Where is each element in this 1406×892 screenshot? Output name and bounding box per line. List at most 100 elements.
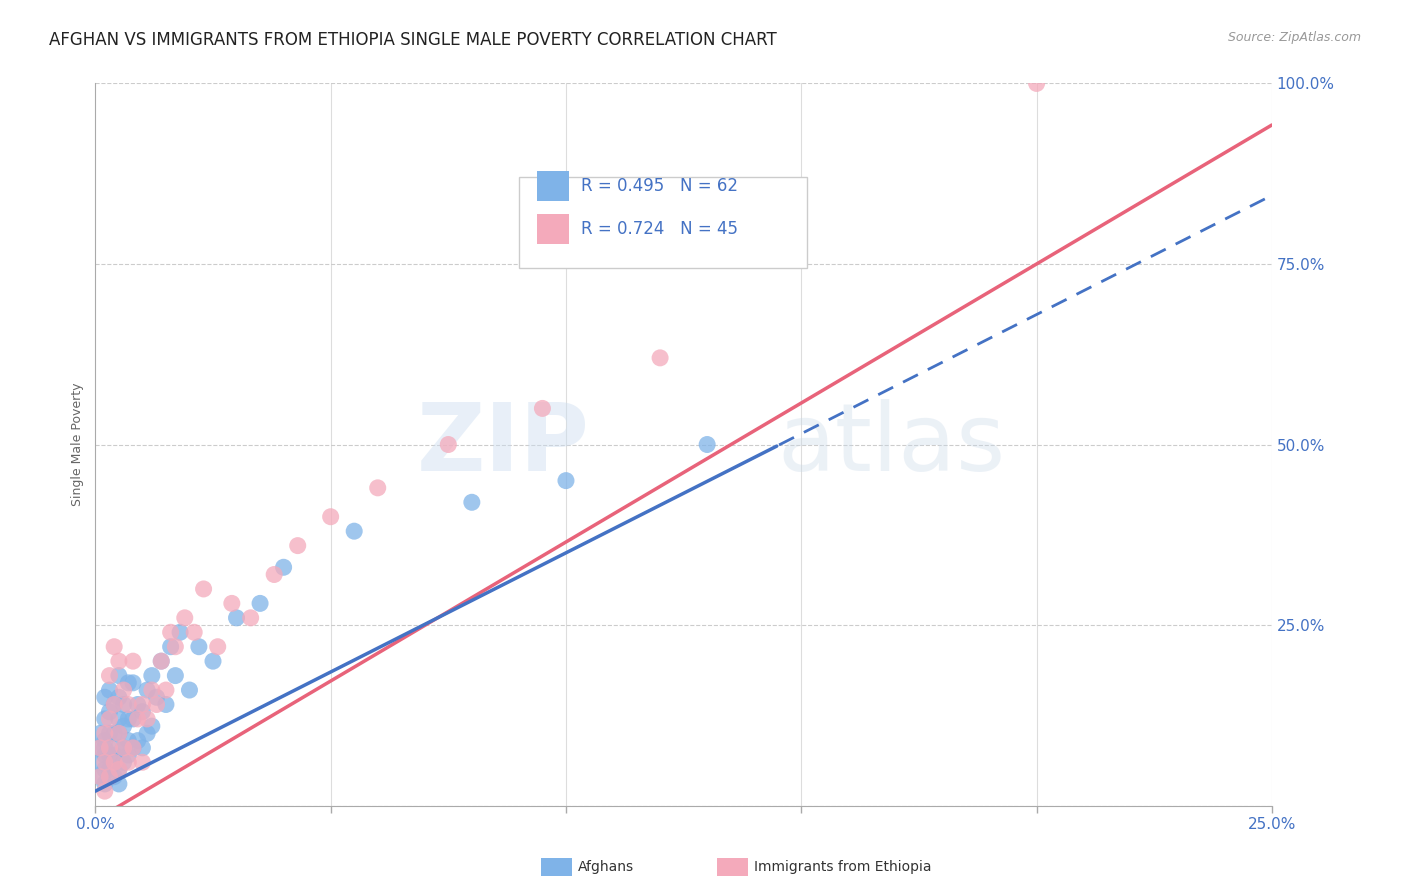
Point xyxy=(249,596,271,610)
Point xyxy=(263,567,285,582)
Point xyxy=(122,654,145,668)
Point xyxy=(131,698,153,712)
Point xyxy=(239,611,262,625)
Point xyxy=(108,726,131,740)
Point xyxy=(108,654,131,668)
Point xyxy=(103,640,125,654)
Point xyxy=(187,640,209,654)
Point xyxy=(108,690,131,705)
Point xyxy=(127,712,149,726)
Point xyxy=(150,654,173,668)
Point xyxy=(108,763,131,777)
Y-axis label: Single Male Poverty: Single Male Poverty xyxy=(72,383,84,507)
Point xyxy=(108,726,131,740)
Point xyxy=(193,582,215,596)
Point xyxy=(112,740,135,755)
Point xyxy=(131,756,153,770)
Point xyxy=(648,351,671,365)
Point xyxy=(343,524,366,538)
Point xyxy=(98,726,121,740)
Point xyxy=(112,756,135,770)
Point xyxy=(131,740,153,755)
Point xyxy=(89,770,111,784)
Point xyxy=(108,763,131,777)
Point xyxy=(155,698,177,712)
Point xyxy=(108,668,131,682)
Point xyxy=(127,698,149,712)
Point xyxy=(165,640,187,654)
Point xyxy=(112,719,135,733)
Text: Immigrants from Ethiopia: Immigrants from Ethiopia xyxy=(754,860,931,874)
Point xyxy=(141,719,163,733)
Point xyxy=(94,726,117,740)
Point xyxy=(319,509,342,524)
Point xyxy=(159,625,181,640)
Point xyxy=(127,733,149,747)
Point xyxy=(94,733,117,747)
Point xyxy=(136,712,159,726)
Point xyxy=(165,668,187,682)
Point xyxy=(108,740,131,755)
Text: Source: ZipAtlas.com: Source: ZipAtlas.com xyxy=(1227,31,1361,45)
Point xyxy=(437,437,460,451)
Point xyxy=(94,740,117,755)
Point xyxy=(98,668,121,682)
Point xyxy=(696,437,718,451)
Point xyxy=(112,740,135,755)
Point xyxy=(122,712,145,726)
Point xyxy=(94,712,117,726)
Point xyxy=(98,705,121,719)
Point xyxy=(117,756,139,770)
Point xyxy=(225,611,247,625)
Point xyxy=(112,698,135,712)
Text: R = 0.724   N = 45: R = 0.724 N = 45 xyxy=(581,220,738,238)
Point xyxy=(98,770,121,784)
FancyBboxPatch shape xyxy=(519,178,807,268)
Point xyxy=(89,756,111,770)
Point xyxy=(531,401,554,416)
Point xyxy=(145,690,167,705)
Point xyxy=(131,705,153,719)
Point xyxy=(89,740,111,755)
Point xyxy=(94,763,117,777)
Point xyxy=(145,698,167,712)
Point xyxy=(155,683,177,698)
Point xyxy=(136,683,159,698)
Point xyxy=(103,726,125,740)
Point xyxy=(103,747,125,762)
Point xyxy=(117,747,139,762)
Point xyxy=(108,712,131,726)
Text: ZIP: ZIP xyxy=(416,399,589,491)
Point xyxy=(287,539,309,553)
Point xyxy=(98,683,121,698)
Point xyxy=(141,683,163,698)
Point xyxy=(89,770,111,784)
Point xyxy=(141,668,163,682)
Text: R = 0.495   N = 62: R = 0.495 N = 62 xyxy=(581,177,738,195)
Point xyxy=(103,770,125,784)
Point xyxy=(103,756,125,770)
Point xyxy=(221,596,243,610)
Point xyxy=(108,777,131,791)
Text: Afghans: Afghans xyxy=(578,860,634,874)
Point xyxy=(94,747,117,762)
Point xyxy=(122,740,145,755)
Point xyxy=(136,726,159,740)
Point xyxy=(98,740,121,755)
Point xyxy=(117,733,139,747)
Point xyxy=(98,747,121,762)
Point xyxy=(207,640,229,654)
Point xyxy=(94,784,117,798)
Point xyxy=(94,777,117,791)
Point xyxy=(103,698,125,712)
Bar xyxy=(537,214,569,244)
Point xyxy=(201,654,224,668)
Point xyxy=(159,640,181,654)
Point xyxy=(555,474,578,488)
Point xyxy=(179,683,201,698)
Point xyxy=(1025,77,1047,91)
Point xyxy=(367,481,389,495)
Point xyxy=(98,763,121,777)
Point xyxy=(122,740,145,755)
Text: AFGHAN VS IMMIGRANTS FROM ETHIOPIA SINGLE MALE POVERTY CORRELATION CHART: AFGHAN VS IMMIGRANTS FROM ETHIOPIA SINGL… xyxy=(49,31,778,49)
